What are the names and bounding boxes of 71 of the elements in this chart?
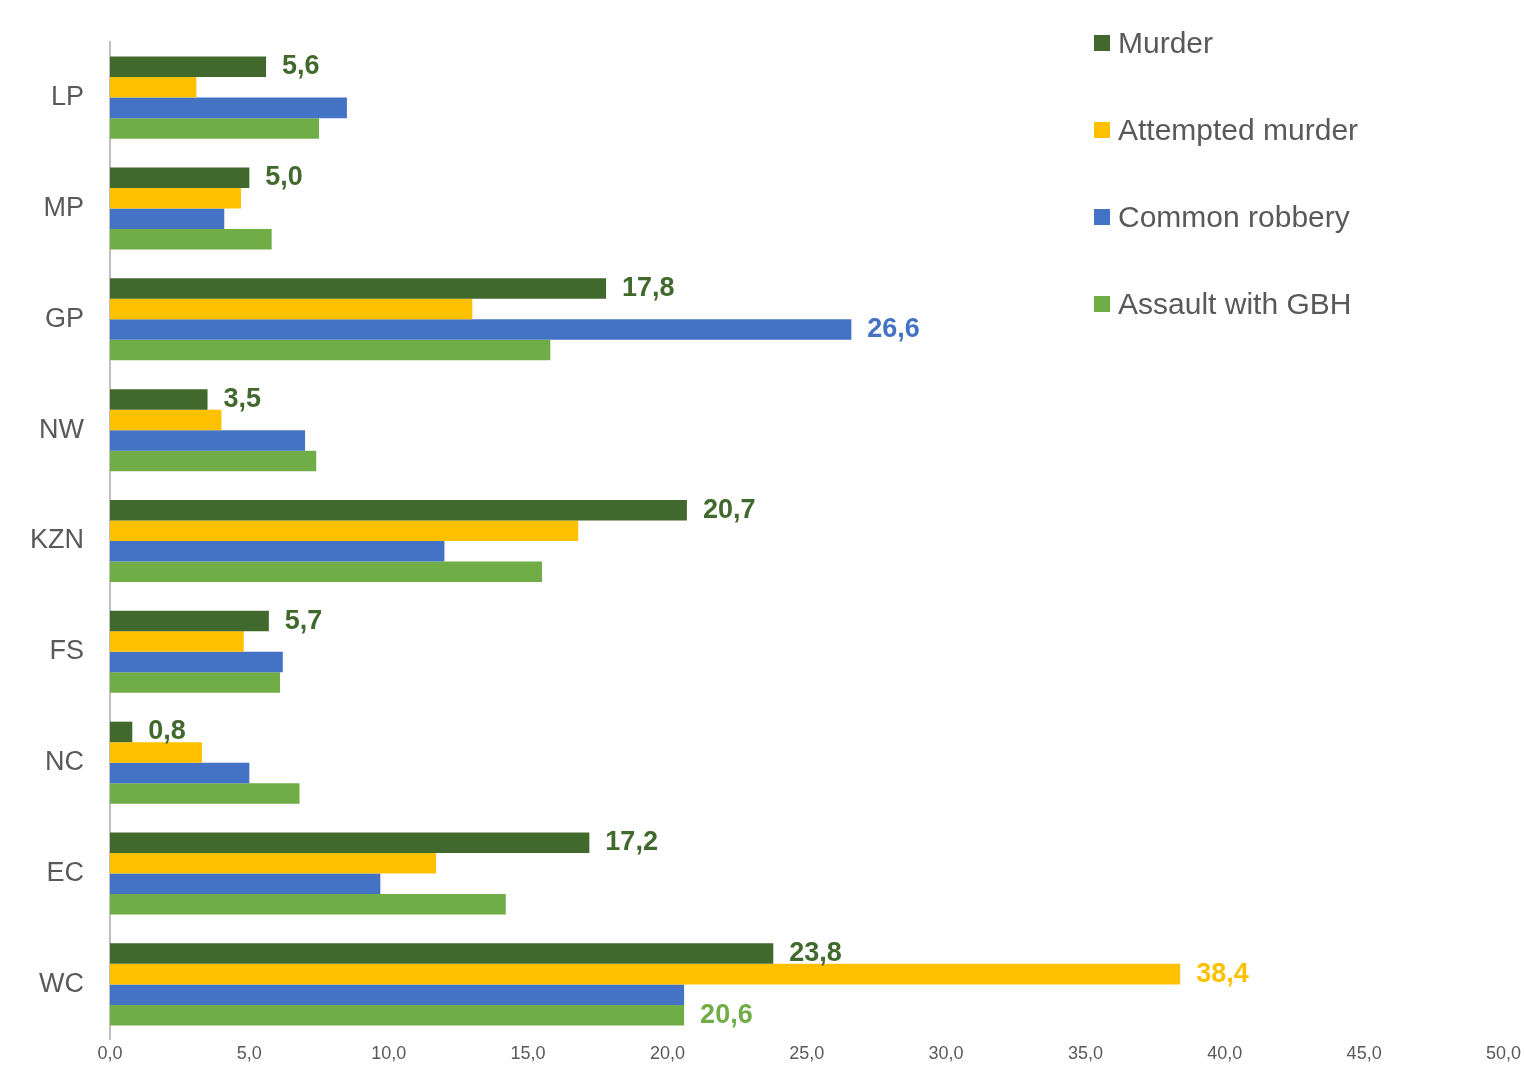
data-label: 3,5: [223, 382, 262, 413]
bar: [110, 853, 437, 874]
y-tick-label: NW: [39, 413, 85, 444]
bar: [110, 561, 542, 583]
x-tick-label: 50,0: [1485, 1042, 1522, 1063]
bar: [110, 56, 267, 78]
x-tick-label: 25,0: [789, 1042, 825, 1063]
data-label: 20,7: [702, 493, 756, 524]
x-tick-label: 20,0: [649, 1042, 685, 1063]
bar: [110, 208, 225, 229]
bar: [110, 77, 197, 98]
y-tick-label: MP: [43, 191, 84, 222]
y-tick-label: EC: [46, 856, 84, 887]
bar: [110, 298, 473, 320]
bar: [110, 450, 317, 472]
data-label: 26,6: [867, 313, 920, 344]
bar: [110, 721, 133, 743]
bar: [110, 520, 579, 541]
data-label: 23,8: [789, 937, 842, 968]
bar: [110, 389, 208, 410]
data-label: 0,8: [148, 715, 186, 746]
legend-label: Assault with GBH: [1118, 286, 1352, 321]
y-tick-label: KZN: [30, 524, 84, 555]
data-label: 5,7: [284, 604, 323, 635]
bar: [110, 278, 607, 299]
bar: [110, 762, 250, 784]
bar: [110, 228, 272, 250]
bar: [110, 672, 281, 693]
data-label: 5,0: [265, 161, 303, 192]
data-label: 17,2: [605, 826, 658, 857]
legend-label: Murder: [1118, 25, 1214, 60]
bar: [110, 832, 590, 854]
bar: [110, 783, 300, 804]
x-tick-label: 40,0: [1207, 1042, 1243, 1063]
data-label: 38,4: [1196, 957, 1249, 988]
bar: [110, 118, 320, 139]
bar: [110, 541, 445, 562]
bar: [110, 339, 551, 361]
y-tick-label: GP: [44, 302, 84, 333]
bar: [110, 430, 306, 451]
x-tick-label: 5,0: [236, 1042, 262, 1063]
legend-label: Common robbery: [1118, 199, 1350, 234]
bar: [110, 409, 222, 431]
x-tick-label: 0,0: [97, 1042, 123, 1063]
bar: [110, 631, 244, 652]
y-tick-label: WC: [39, 967, 84, 998]
bar: [110, 873, 381, 895]
bar: [110, 97, 347, 119]
y-tick-label: NC: [45, 746, 84, 777]
x-tick-label: 15,0: [510, 1042, 546, 1063]
bar: [110, 894, 506, 915]
data-label: 5,6: [282, 50, 320, 81]
bar: [110, 943, 774, 964]
legend-label: Attempted murder: [1118, 112, 1359, 147]
bar: [110, 319, 852, 340]
x-tick-label: 35,0: [1067, 1042, 1103, 1063]
bar: [110, 167, 250, 188]
bar: [110, 610, 269, 632]
data-label: 20,6: [700, 998, 753, 1029]
x-tick-label: 45,0: [1346, 1042, 1382, 1063]
y-tick-label: FS: [49, 635, 84, 666]
bar: [110, 984, 685, 1005]
bar: [110, 742, 202, 763]
bar: [110, 651, 283, 673]
data-label: 17,8: [622, 272, 675, 302]
y-tick-label: LP: [50, 81, 84, 112]
bar: [110, 499, 687, 521]
x-tick-label: 10,0: [371, 1042, 407, 1063]
bar: [110, 1004, 685, 1026]
x-tick-label: 30,0: [928, 1042, 964, 1063]
bar: [110, 187, 241, 209]
